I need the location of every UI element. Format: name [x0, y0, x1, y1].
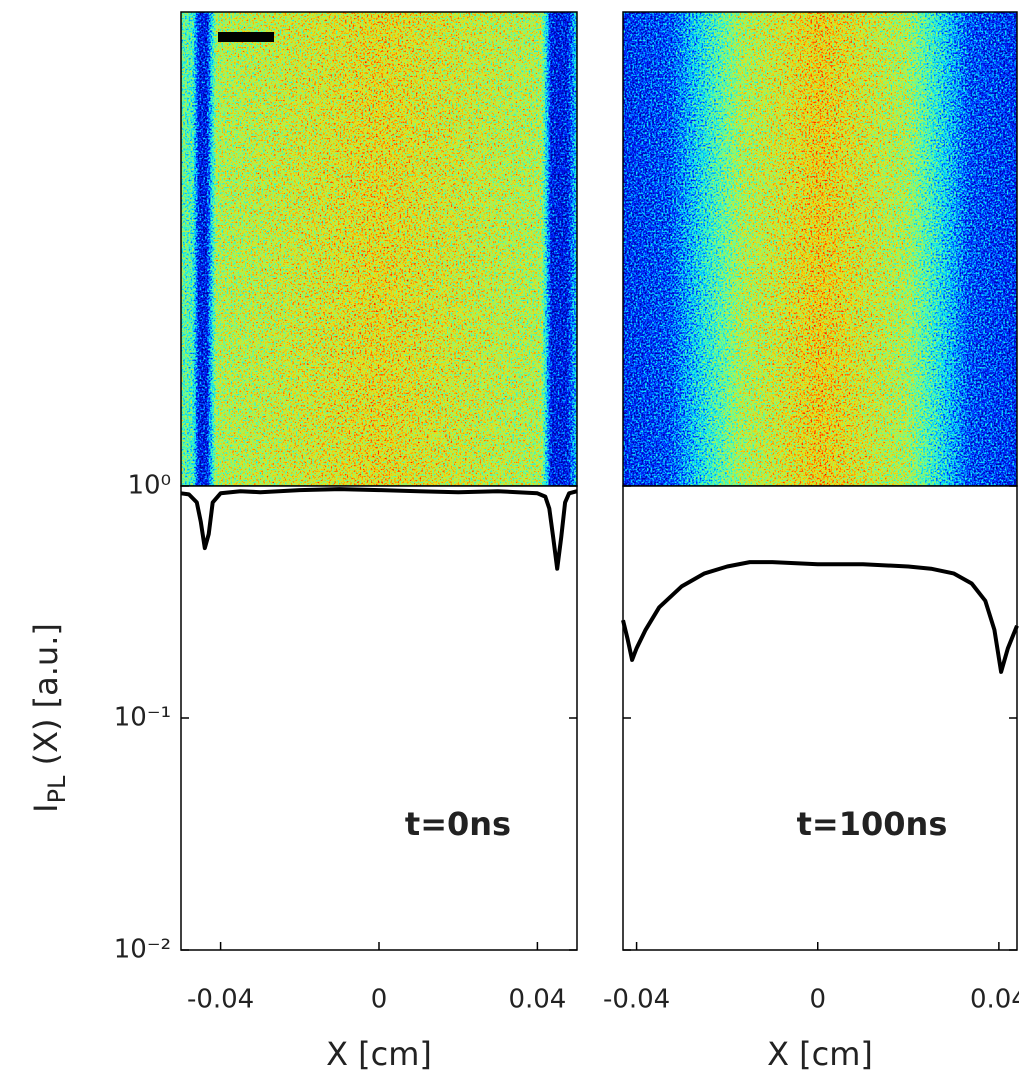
profile-line	[621, 560, 1019, 674]
pl-image	[181, 12, 577, 486]
annotation: t=0ns	[405, 805, 511, 843]
plot-area	[622, 485, 1018, 951]
scale-bar	[218, 32, 274, 42]
y-tick-label: 10⁻¹	[114, 703, 171, 733]
plot-area	[180, 485, 578, 951]
x-tick-label: 0	[809, 985, 826, 1015]
y-tick-label: 10⁻²	[114, 935, 171, 965]
x-tick-label: 0.04	[970, 985, 1019, 1015]
annotation: t=100ns	[797, 805, 948, 843]
x-axis-label: X [cm]	[767, 1035, 873, 1073]
x-tick-label: -0.04	[187, 985, 254, 1015]
y-axis-label: IPL (X) [a.u.]	[27, 623, 71, 813]
x-axis-label: X [cm]	[326, 1035, 432, 1073]
x-tick-label: 0	[371, 985, 388, 1015]
profile-line	[180, 487, 578, 571]
x-tick-label: 0.04	[508, 985, 566, 1015]
x-tick-label: -0.04	[603, 985, 670, 1015]
y-tick-label: 10⁰	[127, 471, 171, 501]
pl-image	[623, 12, 1017, 486]
